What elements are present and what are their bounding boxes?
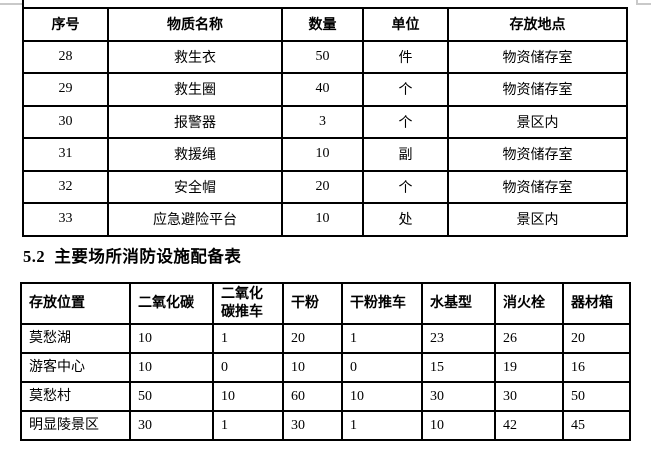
table-cell: 10 <box>129 352 214 383</box>
section-heading: 5.2 主要场所消防设施配备表 <box>23 247 242 266</box>
table-cell: 30 <box>282 410 343 441</box>
emergency-materials-table: 序号 物质名称 数量 单位 存放地点 28 救生衣 50 件 物资储存室 29 … <box>22 7 628 237</box>
table-row: 28 救生衣 50 件 物资储存室 <box>22 39 628 74</box>
table-cell: 30 <box>129 410 214 441</box>
table-row: 明显陵景区 30 1 30 1 10 42 45 <box>20 410 631 441</box>
table-row: 31 救援绳 10 副 物资储存室 <box>22 137 628 172</box>
table-cell: 景区内 <box>447 104 628 139</box>
table-cell: 安全帽 <box>107 169 283 204</box>
table-cell: 莫愁村 <box>20 381 131 412</box>
column-header: 干粉 <box>282 282 343 325</box>
table-cell: 物资储存室 <box>447 169 628 204</box>
table-cell: 处 <box>362 202 449 237</box>
table-cell: 28 <box>22 39 109 74</box>
table-cell: 明显陵景区 <box>20 410 131 441</box>
table-cell: 60 <box>282 381 343 412</box>
table-cell: 10 <box>341 381 423 412</box>
table-cell: 45 <box>562 410 631 441</box>
table-cell: 物资储存室 <box>447 72 628 107</box>
table-cell: 23 <box>421 323 496 354</box>
cropped-line-fragment <box>22 0 24 8</box>
table-cell: 30 <box>22 104 109 139</box>
column-header: 单位 <box>362 7 449 42</box>
cropped-line-fragment <box>636 0 638 5</box>
table-cell: 10 <box>281 137 364 172</box>
table-cell: 19 <box>494 352 564 383</box>
table-cell: 游客中心 <box>20 352 131 383</box>
table-row: 30 报警器 3 个 景区内 <box>22 104 628 139</box>
table-cell: 景区内 <box>447 202 628 237</box>
table-cell: 50 <box>129 381 214 412</box>
table-cell: 应急避险平台 <box>107 202 283 237</box>
table-row: 游客中心 10 0 10 0 15 19 16 <box>20 352 631 383</box>
table-cell: 40 <box>281 72 364 107</box>
column-header: 数量 <box>281 7 364 42</box>
table-cell: 10 <box>212 381 284 412</box>
column-header: 二氧化碳推车 <box>212 282 284 325</box>
table-row: 莫愁湖 10 1 20 1 23 26 20 <box>20 323 631 354</box>
table-cell: 个 <box>362 169 449 204</box>
table-row: 29 救生圈 40 个 物资储存室 <box>22 72 628 107</box>
table-cell: 30 <box>494 381 564 412</box>
column-header: 存放位置 <box>20 282 131 325</box>
cropped-line-fragment <box>637 3 651 5</box>
table-cell: 20 <box>562 323 631 354</box>
table-cell: 件 <box>362 39 449 74</box>
column-header: 序号 <box>22 7 109 42</box>
table-cell: 10 <box>282 352 343 383</box>
table-cell: 0 <box>212 352 284 383</box>
table-header-row: 序号 物质名称 数量 单位 存放地点 <box>22 7 628 42</box>
table-cell: 50 <box>281 39 364 74</box>
table-cell: 33 <box>22 202 109 237</box>
cropped-line-fragment <box>0 3 22 5</box>
column-header: 二氧化碳 <box>129 282 214 325</box>
table-cell: 1 <box>341 323 423 354</box>
table-cell: 救援绳 <box>107 137 283 172</box>
table-cell: 50 <box>562 381 631 412</box>
table-cell: 20 <box>282 323 343 354</box>
table-cell: 10 <box>129 323 214 354</box>
table-cell: 31 <box>22 137 109 172</box>
table-cell: 16 <box>562 352 631 383</box>
table-cell: 3 <box>281 104 364 139</box>
table-cell: 26 <box>494 323 564 354</box>
table-row: 32 安全帽 20 个 物资储存室 <box>22 169 628 204</box>
table-cell: 15 <box>421 352 496 383</box>
fire-facility-table: 存放位置 二氧化碳 二氧化碳推车 干粉 干粉推车 水基型 消火栓 器材箱 莫愁湖… <box>20 282 631 441</box>
table-cell: 报警器 <box>107 104 283 139</box>
table-cell: 救生衣 <box>107 39 283 74</box>
table-cell: 物资储存室 <box>447 39 628 74</box>
table-cell: 个 <box>362 104 449 139</box>
table-header-row: 存放位置 二氧化碳 二氧化碳推车 干粉 干粉推车 水基型 消火栓 器材箱 <box>20 282 631 325</box>
table-cell: 1 <box>212 323 284 354</box>
table-cell: 30 <box>421 381 496 412</box>
table-cell: 物资储存室 <box>447 137 628 172</box>
table-cell: 0 <box>341 352 423 383</box>
table-cell: 29 <box>22 72 109 107</box>
table-cell: 20 <box>281 169 364 204</box>
table-cell: 个 <box>362 72 449 107</box>
table-cell: 莫愁湖 <box>20 323 131 354</box>
table-row: 33 应急避险平台 10 处 景区内 <box>22 202 628 237</box>
column-header: 水基型 <box>421 282 496 325</box>
table-cell: 副 <box>362 137 449 172</box>
table-cell: 32 <box>22 169 109 204</box>
table-cell: 1 <box>341 410 423 441</box>
table-cell: 10 <box>281 202 364 237</box>
column-header: 物质名称 <box>107 7 283 42</box>
column-header: 器材箱 <box>562 282 631 325</box>
table-cell: 42 <box>494 410 564 441</box>
column-header: 消火栓 <box>494 282 564 325</box>
table-cell: 1 <box>212 410 284 441</box>
column-header: 干粉推车 <box>341 282 423 325</box>
table-cell: 救生圈 <box>107 72 283 107</box>
table-row: 莫愁村 50 10 60 10 30 30 50 <box>20 381 631 412</box>
column-header: 存放地点 <box>447 7 628 42</box>
table-cell: 10 <box>421 410 496 441</box>
